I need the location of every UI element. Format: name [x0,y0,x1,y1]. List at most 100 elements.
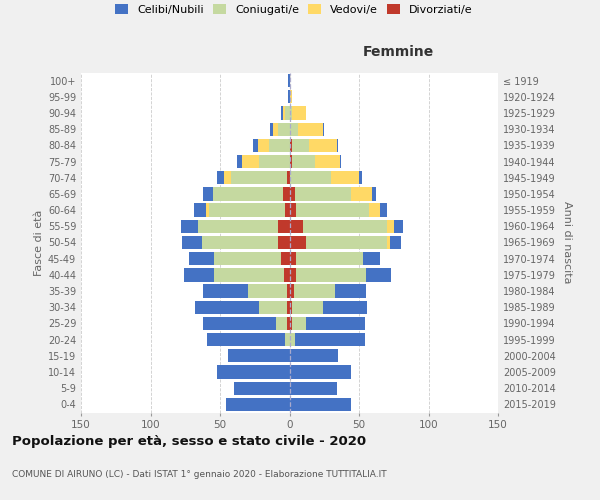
Bar [337,138,338,152]
Bar [253,138,257,152]
Bar [363,252,380,266]
Bar [292,138,309,152]
Bar [236,155,242,168]
Bar [270,122,273,136]
Bar [290,317,292,330]
Bar [290,155,292,168]
Bar [290,300,292,314]
Bar [195,300,259,314]
Bar [288,90,290,104]
Bar [290,284,293,298]
Bar [209,204,286,217]
Bar [287,300,290,314]
Bar [290,382,337,395]
Bar [287,284,290,298]
Bar [286,106,290,120]
Bar [292,317,306,330]
Bar [366,268,391,281]
Bar [181,220,198,233]
Bar [184,268,214,281]
Bar [202,236,278,249]
Bar [259,155,290,168]
Bar [296,252,363,266]
Bar [208,333,286,346]
Bar [194,204,206,217]
Bar [281,106,283,120]
Bar [213,188,283,200]
Bar [290,138,292,152]
Bar [369,204,380,217]
Bar [248,284,287,298]
Bar [323,122,324,136]
Bar [226,398,290,411]
Text: Popolazione per età, sesso e stato civile - 2020: Popolazione per età, sesso e stato civil… [12,435,366,448]
Bar [284,268,290,281]
Bar [281,252,290,266]
Bar [283,106,286,120]
Bar [290,220,304,233]
Bar [214,268,284,281]
Y-axis label: Anni di nascita: Anni di nascita [562,201,572,283]
Bar [198,220,278,233]
Bar [309,138,337,152]
Bar [304,220,387,233]
Bar [206,204,209,217]
Bar [290,366,350,378]
Bar [190,252,214,266]
Bar [359,171,362,184]
Bar [380,204,387,217]
Bar [234,382,290,395]
Bar [269,138,290,152]
Bar [292,300,323,314]
Bar [340,155,341,168]
Bar [293,284,335,298]
Bar [290,268,296,281]
Bar [182,236,202,249]
Bar [286,204,290,217]
Bar [306,317,365,330]
Bar [314,155,340,168]
Bar [288,74,290,87]
Bar [290,349,338,362]
Bar [287,171,290,184]
Bar [298,122,323,136]
Bar [389,236,401,249]
Bar [290,252,296,266]
Bar [290,171,331,184]
Bar [292,155,314,168]
Bar [290,204,296,217]
Bar [203,317,275,330]
Bar [296,268,366,281]
Bar [292,106,306,120]
Bar [323,300,367,314]
Legend: Celibi/Nubili, Coniugati/e, Vedovi/e, Divorziati/e: Celibi/Nubili, Coniugati/e, Vedovi/e, Di… [111,0,477,20]
Bar [224,171,231,184]
Bar [290,236,306,249]
Bar [295,333,365,346]
Bar [275,317,287,330]
Bar [203,188,213,200]
Bar [290,398,350,411]
Bar [278,220,290,233]
Bar [229,349,290,362]
Bar [290,188,295,200]
Bar [278,122,290,136]
Bar [290,333,295,346]
Bar [214,252,281,266]
Bar [371,188,376,200]
Bar [387,220,394,233]
Bar [350,188,371,200]
Bar [231,171,287,184]
Bar [203,284,248,298]
Bar [283,188,290,200]
Bar [217,366,290,378]
Bar [394,220,403,233]
Text: Femmine: Femmine [362,45,434,59]
Bar [287,317,290,330]
Bar [290,106,292,120]
Bar [296,204,369,217]
Text: COMUNE DI AIRUNO (LC) - Dati ISTAT 1° gennaio 2020 - Elaborazione TUTTITALIA.IT: COMUNE DI AIRUNO (LC) - Dati ISTAT 1° ge… [12,470,386,479]
Bar [273,122,278,136]
Bar [335,284,366,298]
Bar [259,300,287,314]
